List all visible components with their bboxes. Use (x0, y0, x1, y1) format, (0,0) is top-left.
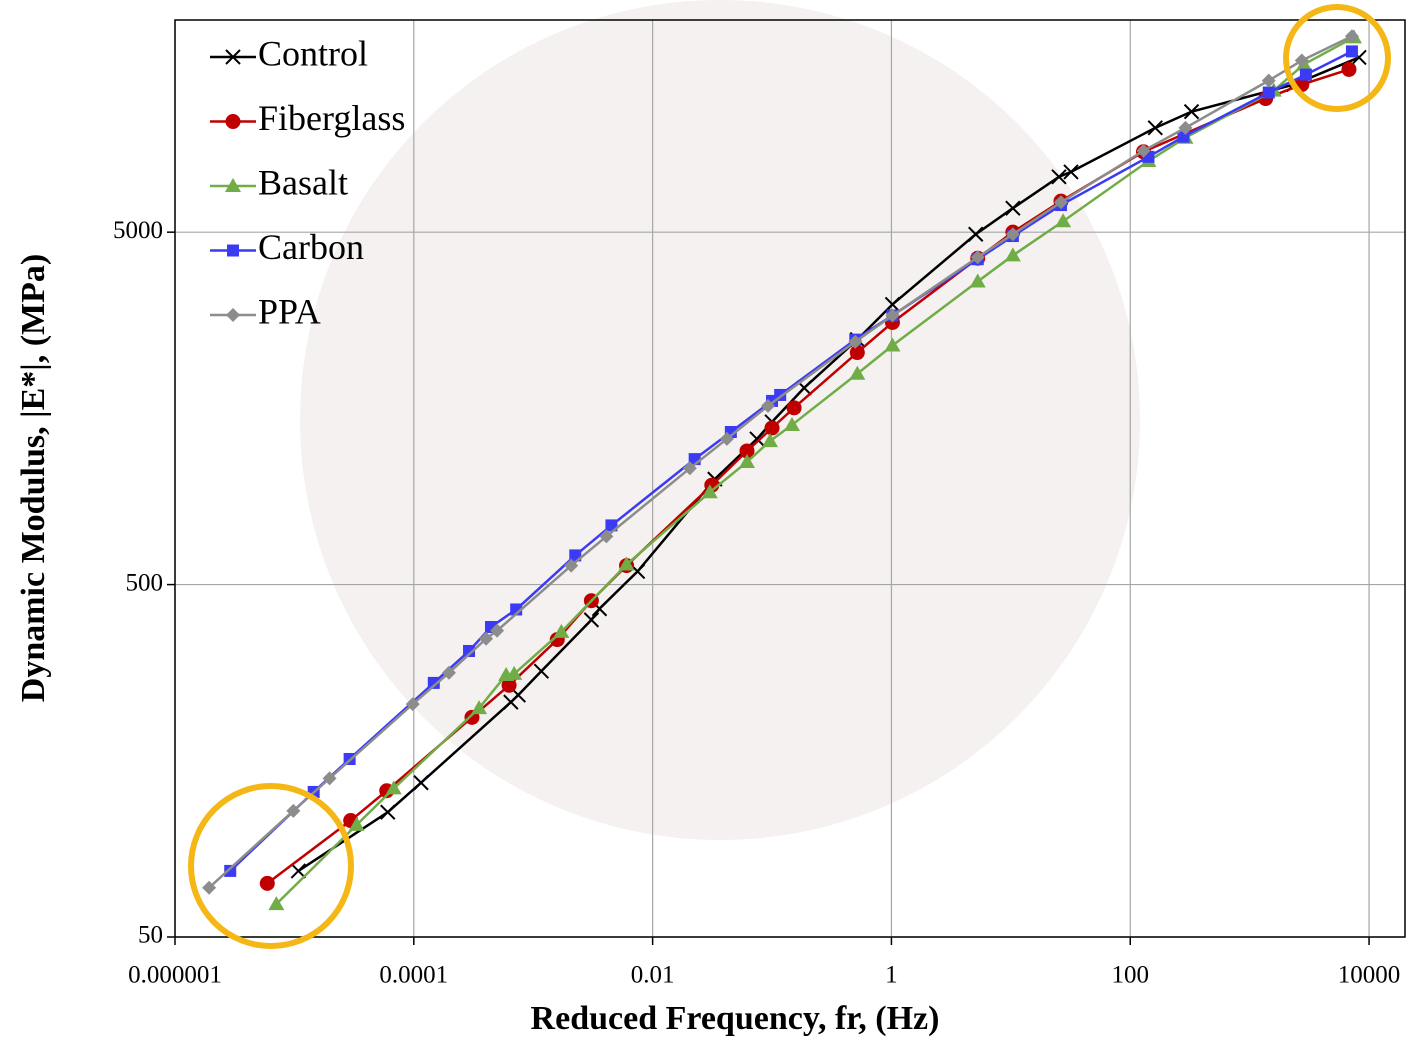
marker (1005, 227, 1020, 242)
y-axis-title: Dynamic Modulus, |E*|, (MPa) (15, 254, 52, 702)
marker (1294, 53, 1309, 68)
legend-label: Control (258, 33, 368, 73)
marker (968, 226, 984, 242)
marker (884, 337, 901, 352)
marker (719, 431, 734, 446)
marker (564, 558, 579, 573)
marker (848, 334, 863, 349)
marker (1183, 103, 1200, 120)
marker (1055, 213, 1072, 228)
x-tick-label: 0.000001 (128, 962, 222, 989)
marker (225, 178, 241, 192)
marker (348, 816, 365, 831)
marker (427, 676, 440, 689)
marker (885, 308, 900, 323)
marker (290, 863, 307, 879)
background-watermark (300, 0, 1140, 840)
marker (259, 875, 275, 891)
marker (969, 273, 986, 288)
marker (225, 114, 241, 129)
marker (471, 700, 488, 715)
marker (268, 896, 285, 911)
marker (849, 345, 865, 361)
marker (1341, 61, 1357, 77)
x-tick-label: 0.01 (631, 962, 675, 989)
marker (227, 244, 239, 257)
legend-label: Fiberglass (258, 98, 405, 138)
marker (1136, 143, 1151, 158)
marker (202, 880, 217, 895)
marker (405, 697, 420, 712)
marker (490, 623, 505, 638)
x-tick-label: 0.0001 (379, 962, 448, 989)
marker (970, 250, 985, 265)
legend-label: PPA (258, 291, 321, 331)
marker (322, 771, 337, 786)
plot-frame (174, 19, 1406, 938)
marker (583, 612, 600, 628)
y-tick-label: 50 (138, 922, 163, 949)
marker (226, 308, 240, 322)
marker (760, 398, 775, 413)
marker (599, 529, 614, 544)
legend-label: Basalt (258, 162, 348, 202)
legend: Control Fiberglass Basalt Carbon PPA (210, 33, 405, 331)
marker (553, 623, 570, 638)
marker (618, 556, 635, 571)
marker (479, 631, 494, 646)
x-tick-label: 10000 (1338, 962, 1401, 989)
marker (1178, 120, 1193, 135)
marker (1261, 73, 1276, 88)
marker (413, 775, 429, 791)
marker (385, 780, 402, 795)
marker (380, 804, 396, 820)
x-axis-title: Reduced Frequency, fr, (Hz) (531, 1000, 940, 1037)
marker (1345, 45, 1358, 58)
plot (202, 29, 1367, 911)
y-tick-label: 500 (126, 569, 164, 596)
series-line (275, 36, 1355, 905)
marker (762, 433, 779, 448)
marker (786, 400, 802, 416)
marker (1004, 247, 1021, 262)
marker (1262, 86, 1275, 99)
marker (1005, 200, 1021, 216)
x-tick-label: 100 (1111, 962, 1149, 989)
marker (1053, 195, 1068, 210)
marker (849, 365, 866, 380)
marker (884, 296, 901, 313)
marker (749, 431, 765, 447)
marker (1344, 29, 1359, 44)
marker (286, 803, 301, 818)
legend-label: Carbon (258, 227, 364, 267)
highlight-circle (188, 783, 354, 949)
marker (225, 49, 241, 65)
marker (1051, 169, 1067, 185)
x-tick-label: 1 (885, 962, 898, 989)
marker (441, 665, 456, 680)
marker (739, 443, 755, 459)
marker (738, 453, 755, 468)
marker (510, 603, 523, 616)
marker (1063, 164, 1079, 180)
marker (1147, 120, 1163, 136)
marker (463, 644, 476, 657)
highlight-circle (1283, 4, 1391, 112)
y-tick-label: 5000 (113, 217, 163, 244)
marker (1299, 68, 1312, 81)
marker (533, 663, 550, 679)
marker (764, 420, 780, 436)
marker (501, 677, 517, 693)
marker (506, 665, 523, 680)
marker (682, 461, 697, 476)
marker (784, 416, 801, 431)
series-line (208, 35, 1353, 889)
marker (224, 864, 237, 877)
marker (701, 484, 718, 499)
